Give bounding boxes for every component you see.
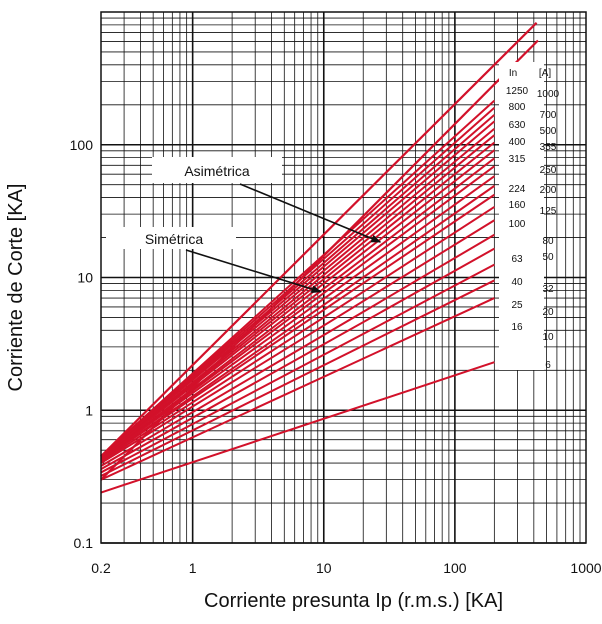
y-tick-label: 10 [77,270,93,286]
x-tick-label: 100 [443,560,467,576]
series-line [100,175,495,460]
series-line [100,157,495,460]
annotation-box [106,227,236,249]
rating-label-right: 6 [545,360,551,371]
series-line [100,127,495,458]
y-tick-label: 100 [70,137,94,153]
series-line [100,165,495,460]
series-line [100,149,495,459]
rating-label-right: 200 [540,185,557,196]
rating-label-left: 16 [511,322,523,333]
rating-label-right: 355 [540,142,557,153]
annotation-box [152,157,282,183]
rating-label-left: 40 [511,277,523,288]
series-line [100,263,495,474]
rating-labels: In [A] 1250 800 630 400 315 224 160 100 63 40 25 16 10… [506,68,560,371]
rating-label-right: 125 [540,206,557,217]
tick-labels: 0.2 1 10 100 1000 0.1 1 10 100 [70,137,602,576]
x-tick-label: 10 [316,560,332,576]
rating-label-left: 800 [509,102,526,113]
annotations: Asimétrica Simétrica [106,157,382,293]
rating-label-right: 10 [542,332,554,343]
plot-frame [100,11,587,544]
rating-header-unit: [A] [539,68,551,79]
annotation-label: Simétrica [145,231,204,247]
rating-label-left: 400 [509,137,526,148]
series-line [100,361,495,494]
annotation-arrow [239,183,382,243]
annotation-arrow [185,249,322,293]
rating-label-right: 500 [540,126,557,137]
x-tick-label: 0.2 [91,560,111,576]
x-axis-title: Corriente presunta Ip (r.m.s.) [KA] [204,590,503,612]
rating-label-left: 224 [509,184,526,195]
x-tick-label: 1 [189,560,197,576]
series-line [100,247,495,471]
rating-label-right: 20 [542,307,554,318]
rating-label-left: 1250 [506,86,529,97]
annotation-label: Asimétrica [184,163,250,179]
series-line [100,141,495,459]
rating-label-left: 160 [509,200,526,211]
rating-label-right: 700 [540,110,557,121]
series-line [100,206,495,463]
reference-line [100,21,538,458]
y-tick-label: 1 [85,402,93,418]
rating-label-right: 32 [542,284,554,295]
rating-label-right: 250 [540,165,557,176]
series-line [100,279,495,477]
series-line [100,233,495,467]
rating-label-left: 63 [511,254,523,265]
x-tick-label: 1000 [570,560,601,576]
rating-label-left: 630 [509,120,526,131]
rating-label-left: 100 [509,219,526,230]
rating-header-in: In [509,68,517,79]
rating-label-panel [499,62,544,370]
series-line [100,297,495,481]
series-line [100,193,495,462]
rating-label-right: 80 [542,236,554,247]
rating-label-right: 50 [542,252,554,263]
rating-label-left: 315 [509,154,526,165]
rating-label-left: 25 [511,300,523,311]
reference-line [100,39,539,481]
rating-label-right: 1000 [537,89,560,100]
series-line [100,219,495,464]
y-tick-label: 0.1 [74,535,94,551]
y-axis-title: Corriente de Corte [KA] [5,184,27,392]
reference-lines [100,21,539,481]
